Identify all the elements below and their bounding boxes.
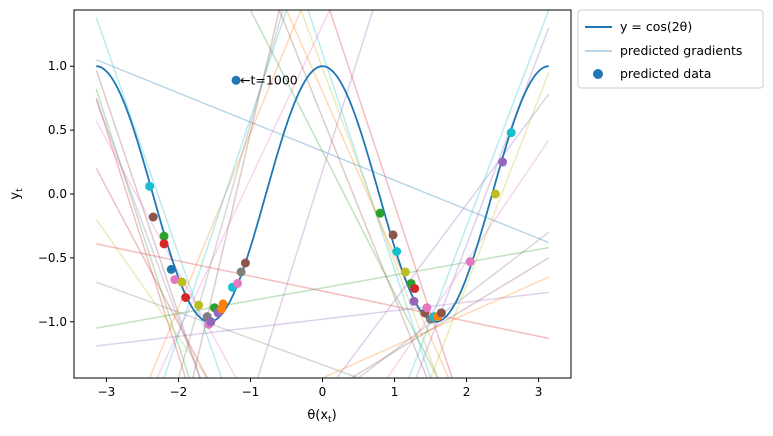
- gradient-line-28: [336, 93, 550, 378]
- x-tick-label-6: 3: [535, 385, 543, 399]
- data-point-7: [177, 277, 187, 287]
- gradient-line-14: [163, 10, 288, 378]
- gradient-line-32: [350, 257, 550, 378]
- data-point-5: [166, 264, 176, 274]
- data-point-26: [410, 284, 420, 294]
- gradient-line-17: [156, 10, 331, 378]
- x-tick-label-0: −3: [98, 385, 116, 399]
- data-point-37: [506, 128, 516, 138]
- data-point-23: [392, 247, 402, 256]
- data-point-22: [388, 230, 398, 240]
- x-axis: −3 −2 −1 0 1 2 3: [98, 378, 543, 399]
- y-axis: −1.0 −0.5 0.0 0.5 1.0: [38, 59, 74, 329]
- cosine-curve-group: [96, 65, 549, 323]
- data-point-1: [145, 181, 155, 191]
- x-tick-label-2: −1: [242, 385, 260, 399]
- gradient-line-13: [148, 10, 302, 378]
- gradient-line-2: [95, 88, 190, 378]
- data-point-4: [159, 239, 169, 249]
- y-tick-label-2: 0.0: [48, 187, 67, 201]
- data-point-34: [465, 257, 475, 267]
- gradient-line-1: [95, 69, 201, 378]
- gradient-line-12: [96, 59, 549, 244]
- data-point-21: [375, 208, 385, 218]
- data-point-35: [490, 189, 500, 199]
- x-tick-label-5: 2: [463, 385, 471, 399]
- y-tick-label-4: 1.0: [48, 59, 67, 73]
- legend-data-swatch: [593, 69, 603, 79]
- data-point-24: [400, 267, 410, 277]
- legend-curve-label: y = cos(2θ): [620, 19, 692, 34]
- gradient-line-11: [96, 291, 549, 347]
- x-tick-label-3: 0: [319, 385, 327, 399]
- data-point-8: [181, 293, 191, 302]
- data-point-36: [498, 157, 508, 167]
- gradient-line-15: [177, 10, 284, 378]
- y-tick-label-0: −1.0: [38, 315, 67, 329]
- gradient-line-4: [95, 99, 201, 378]
- x-axis-label: θ(xt): [307, 408, 336, 425]
- gradient-line-3: [95, 97, 187, 378]
- gradient-line-31: [322, 276, 549, 378]
- data-point-3: [159, 231, 169, 241]
- x-tick-label-1: −2: [170, 385, 188, 399]
- data-point-9: [194, 300, 204, 310]
- y-tick-label-1: −0.5: [38, 251, 67, 265]
- gradient-line-27: [429, 72, 550, 378]
- data-point-0: [231, 75, 241, 85]
- y-axis-label: yt: [8, 188, 25, 200]
- data-point-33: [436, 308, 446, 318]
- cosine-curve: [96, 65, 549, 323]
- data-point-19: [236, 267, 246, 277]
- legend-data-label: predicted data: [620, 66, 711, 81]
- data-point-20: [240, 258, 250, 268]
- gradient-line-22: [300, 10, 439, 378]
- data-points: [145, 75, 516, 329]
- data-point-12: [206, 317, 216, 327]
- legend: y = cos(2θ) predicted gradients predicte…: [577, 9, 764, 89]
- gradient-line-5: [95, 120, 237, 378]
- gradient-line-18: [256, 10, 374, 378]
- gradient-line-21: [307, 10, 432, 378]
- data-point-2: [148, 212, 158, 222]
- legend-box: [577, 9, 764, 89]
- data-point-16: [217, 304, 227, 314]
- x-tick-label-4: 1: [391, 385, 399, 399]
- data-point-27: [409, 296, 419, 306]
- data-point-18: [233, 278, 243, 288]
- data-point-29: [422, 303, 432, 313]
- y-tick-label-3: 0.5: [48, 123, 67, 137]
- gradient-line-20: [278, 10, 428, 378]
- gradient-line-9: [96, 281, 359, 378]
- gradient-line-6: [95, 168, 208, 378]
- legend-gradients-label: predicted gradients: [620, 43, 742, 58]
- data-point-6: [170, 275, 180, 285]
- gradient-line-19: [249, 10, 439, 378]
- gradient-line-7: [95, 219, 208, 378]
- t-annotation: ←t=1000: [240, 72, 298, 87]
